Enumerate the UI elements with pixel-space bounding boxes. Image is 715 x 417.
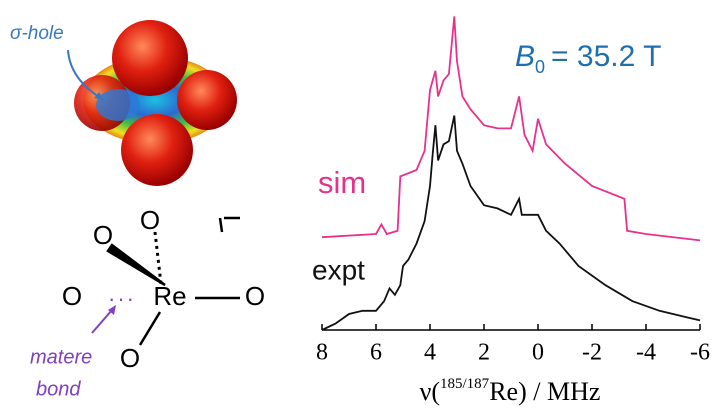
x-label-part: ν( xyxy=(420,377,440,406)
x-tick-label: 2 xyxy=(478,340,490,366)
x-label-sup: 185/187 xyxy=(440,376,490,392)
x-tick-label: -6 xyxy=(690,340,710,366)
legend-label: expt xyxy=(312,254,365,285)
x-axis-label: ν(185/187Re) / MHz xyxy=(420,376,601,406)
x-label-part: Re) / MHz xyxy=(489,377,600,406)
x-tick-label: 4 xyxy=(424,340,436,366)
spectrum-line xyxy=(322,116,700,330)
atom-label: O xyxy=(140,205,160,235)
atom-label: O xyxy=(93,220,113,250)
arrow xyxy=(92,310,112,333)
x-tick-label: 0 xyxy=(532,340,544,366)
sigma-hole-label: σ-hole xyxy=(10,23,64,44)
field-value: = 35.2 T xyxy=(551,40,661,73)
matere-dots: ··· xyxy=(108,286,136,311)
esp-surface xyxy=(74,20,237,186)
x-tick-label: 6 xyxy=(370,340,382,366)
x-tick-label: -2 xyxy=(582,340,602,366)
figure: σ-hole ··· OOOReOO matere bond B0= 35.2 … xyxy=(0,0,715,417)
x-tick-label: -4 xyxy=(636,340,656,366)
atom-label: O xyxy=(245,281,265,311)
x-tick-label: 8 xyxy=(316,340,328,366)
atom-label: O xyxy=(120,343,140,373)
atom-label: Re xyxy=(153,281,186,311)
field-subscript: 0 xyxy=(535,57,545,77)
bond-label: bond xyxy=(36,378,81,400)
field-symbol: B xyxy=(515,40,535,73)
legend-label: sim xyxy=(318,165,366,200)
field-label: B0 = 35.2 T xyxy=(515,40,661,77)
atom-label: O xyxy=(62,281,82,311)
bond-label: matere xyxy=(30,346,92,368)
